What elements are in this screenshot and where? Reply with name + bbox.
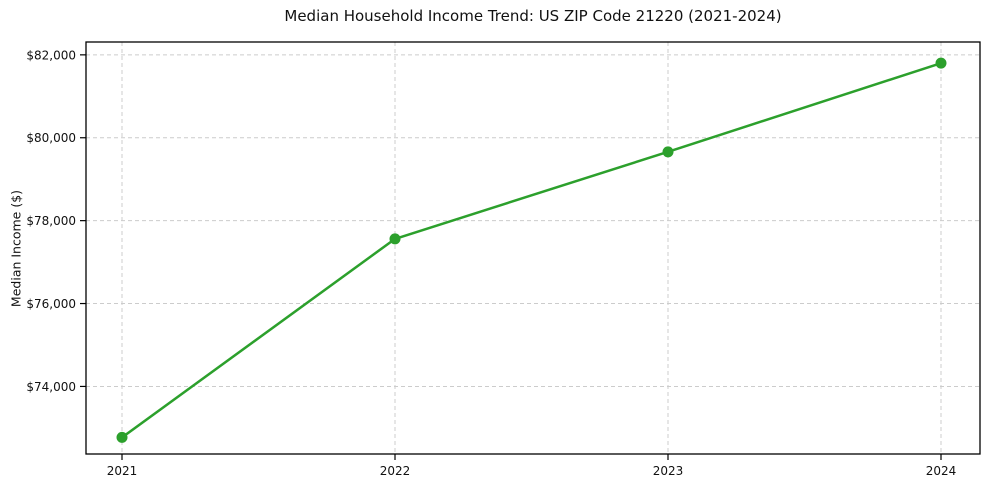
data-point xyxy=(935,57,947,69)
x-tick-label: 2024 xyxy=(926,464,957,478)
plot-area xyxy=(86,42,980,454)
x-tick-label: 2021 xyxy=(107,464,138,478)
y-tick-label: $74,000 xyxy=(26,380,76,394)
x-tick-label: 2023 xyxy=(653,464,684,478)
plot-border xyxy=(85,41,981,455)
y-tick-label: $80,000 xyxy=(26,131,76,145)
data-point xyxy=(116,431,128,443)
data-point xyxy=(389,233,401,245)
y-tick-label: $78,000 xyxy=(26,214,76,228)
y-tick-label: $76,000 xyxy=(26,297,76,311)
chart-title: Median Household Income Trend: US ZIP Co… xyxy=(284,7,782,25)
x-tick-label: 2022 xyxy=(380,464,411,478)
trend-line xyxy=(120,61,943,439)
y-tick-label: $82,000 xyxy=(26,48,76,62)
data-point xyxy=(662,146,674,158)
